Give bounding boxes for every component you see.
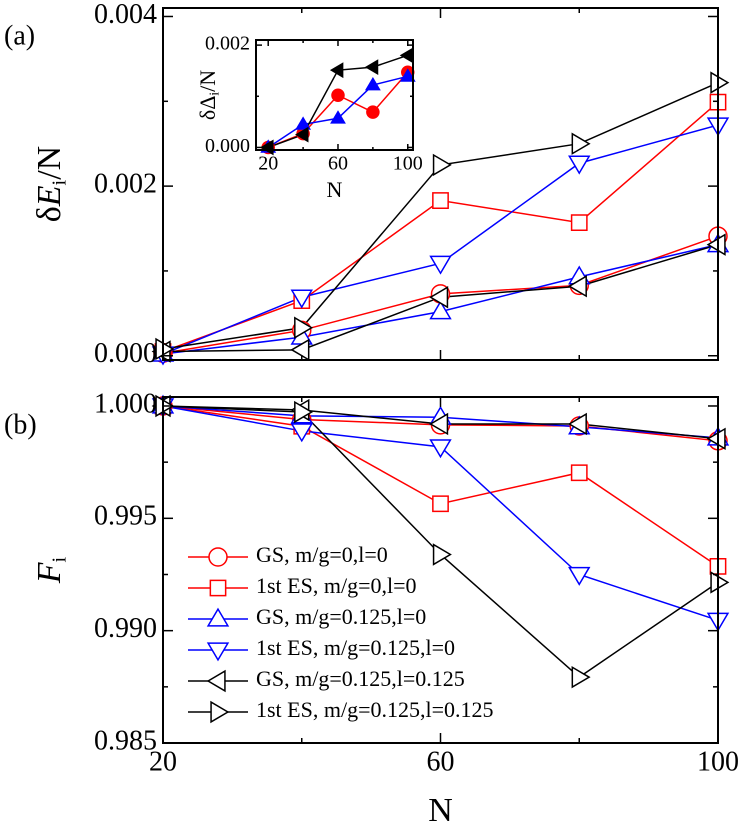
marker — [399, 68, 416, 82]
marker — [429, 439, 452, 459]
marker — [432, 495, 449, 513]
panel-label: (a) — [4, 20, 35, 51]
marker — [155, 337, 175, 361]
marker — [710, 571, 730, 594]
legend-label: GS, m/g=0.125,l=0 — [256, 604, 426, 629]
marker — [290, 423, 313, 443]
y-axis-label: δΔi/N — [195, 70, 221, 120]
y-tick-label: 0.000 — [94, 338, 157, 369]
marker — [570, 214, 588, 231]
marker — [294, 316, 314, 339]
marker — [432, 543, 452, 566]
y-axis-label-part: E — [31, 185, 68, 207]
legend-label: GS, m/g=0.125,l=0.125 — [256, 666, 465, 691]
plot-frame — [255, 39, 414, 151]
marker — [366, 105, 380, 119]
y-tick-label: 0.000 — [205, 135, 250, 157]
y-axis-label-part: F — [31, 561, 68, 584]
y-tick-label: 1.000 — [94, 388, 157, 419]
y-tick-label: 0.002 — [94, 169, 157, 200]
marker — [571, 665, 591, 689]
legend-label: 1st ES, m/g=0.125,l=0 — [256, 635, 455, 660]
marker — [364, 59, 379, 76]
y-axis-label-part: δ — [31, 206, 68, 222]
legend-marker — [209, 579, 227, 597]
legend-label: 1st ES, m/g=0,l=0 — [256, 573, 417, 598]
marker — [294, 400, 314, 424]
y-axis-label-part: i — [207, 92, 222, 96]
legend-marker — [208, 547, 228, 567]
y-axis-label-part: δΔ — [195, 96, 220, 121]
marker — [706, 427, 726, 451]
marker — [570, 464, 588, 482]
marker — [290, 289, 313, 309]
x-axis-label: N — [428, 792, 453, 829]
y-tick-label: 0.990 — [94, 613, 157, 644]
marker — [330, 110, 346, 124]
legend-marker — [206, 607, 230, 627]
marker — [567, 274, 587, 298]
x-tick-label: 100 — [393, 153, 423, 175]
y-axis-label-part: /N — [195, 70, 220, 92]
marker — [429, 412, 449, 436]
marker — [429, 255, 452, 275]
marker — [568, 155, 591, 175]
marker — [432, 153, 452, 177]
marker — [295, 126, 309, 143]
x-tick-label: 60 — [328, 153, 348, 175]
marker — [295, 116, 312, 130]
legend-marker — [206, 642, 230, 662]
y-tick-label: 0.004 — [94, 0, 157, 30]
legend-marker — [210, 700, 230, 724]
marker — [568, 566, 591, 586]
marker — [567, 412, 587, 436]
y-axis-label-part: i — [48, 556, 70, 562]
marker — [432, 192, 449, 209]
marker — [571, 132, 591, 155]
x-tick-label: 60 — [427, 746, 455, 777]
x-axis-label: N — [327, 177, 343, 202]
marker — [429, 300, 452, 320]
x-tick-label: 20 — [149, 746, 177, 777]
legend-label: GS, m/g=0,l=0 — [256, 542, 388, 567]
y-axis-label-part: i — [48, 179, 70, 185]
y-axis-label: Fi — [31, 556, 70, 584]
marker — [706, 233, 726, 256]
marker — [429, 286, 449, 309]
panel-label: (b) — [4, 409, 37, 440]
marker — [364, 76, 381, 91]
x-tick-label: 100 — [697, 746, 739, 777]
legend-label: 1st ES, m/g=0.125,l=0.125 — [256, 697, 494, 722]
marker — [329, 62, 344, 79]
marker — [331, 88, 345, 103]
y-axis-label: δEi/N — [31, 146, 70, 222]
marker — [710, 71, 730, 94]
x-tick-label: 20 — [258, 153, 278, 175]
y-tick-label: 0.985 — [94, 725, 157, 756]
y-tick-label: 0.995 — [94, 501, 157, 532]
marker — [290, 338, 310, 362]
y-axis-label-part: /N — [31, 146, 68, 180]
legend-marker — [206, 669, 226, 693]
y-tick-label: 0.002 — [205, 33, 250, 55]
